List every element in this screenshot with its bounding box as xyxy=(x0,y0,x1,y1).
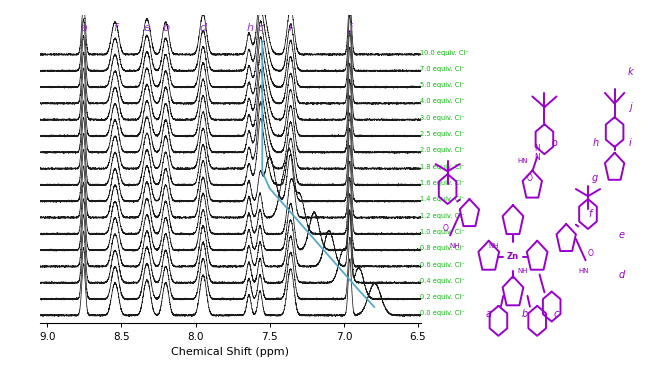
Text: 4.0 equiv. Cl⁻: 4.0 equiv. Cl⁻ xyxy=(420,98,464,105)
Text: 5.0 equiv. Cl⁻: 5.0 equiv. Cl⁻ xyxy=(420,82,464,88)
Text: e: e xyxy=(143,23,150,33)
Text: c: c xyxy=(257,23,263,33)
Text: j: j xyxy=(629,102,632,112)
Text: 1.2 equiv. Cl⁻: 1.2 equiv. Cl⁻ xyxy=(420,213,464,219)
Text: d: d xyxy=(200,23,206,33)
Text: 3.0 equiv. Cl⁻: 3.0 equiv. Cl⁻ xyxy=(420,115,464,121)
Text: a: a xyxy=(486,309,492,319)
Text: HN: HN xyxy=(517,158,528,164)
Text: NH: NH xyxy=(489,243,499,249)
Text: i: i xyxy=(629,138,632,148)
Text: 1.6 equiv. Cl⁻: 1.6 equiv. Cl⁻ xyxy=(420,180,464,186)
Text: 1.4 equiv. Cl⁻: 1.4 equiv. Cl⁻ xyxy=(420,196,464,202)
Text: b: b xyxy=(162,23,170,33)
Text: N: N xyxy=(534,144,540,152)
X-axis label: Chemical Shift (ppm): Chemical Shift (ppm) xyxy=(172,347,289,357)
Text: HN: HN xyxy=(578,268,588,274)
Text: 7.0 equiv. Cl⁻: 7.0 equiv. Cl⁻ xyxy=(420,66,464,72)
Text: o: o xyxy=(551,138,557,148)
Text: h: h xyxy=(246,23,253,33)
Text: NH: NH xyxy=(517,268,528,274)
Text: 1.8 equiv. Cl⁻: 1.8 equiv. Cl⁻ xyxy=(420,164,464,170)
Text: f: f xyxy=(113,23,117,33)
Text: k: k xyxy=(627,66,633,76)
Text: 10.0 equiv. Cl⁻: 10.0 equiv. Cl⁻ xyxy=(420,50,468,56)
Text: h: h xyxy=(592,138,598,148)
Text: i: i xyxy=(289,23,292,33)
Text: O: O xyxy=(587,249,593,258)
Text: 0.6 equiv. Cl⁻: 0.6 equiv. Cl⁻ xyxy=(420,262,464,267)
Text: j: j xyxy=(349,23,352,33)
Text: 0.2 equiv. Cl⁻: 0.2 equiv. Cl⁻ xyxy=(420,294,464,300)
Text: Zn: Zn xyxy=(507,252,519,261)
Text: NH: NH xyxy=(450,243,460,249)
Text: 0.8 equiv. Cl⁻: 0.8 equiv. Cl⁻ xyxy=(420,245,464,251)
Text: O: O xyxy=(442,224,448,233)
Text: d: d xyxy=(619,270,625,279)
Text: 0.0 equiv. Cl⁻: 0.0 equiv. Cl⁻ xyxy=(420,311,464,316)
Text: g: g xyxy=(592,173,599,183)
Text: N: N xyxy=(534,152,540,161)
Text: a: a xyxy=(80,23,87,33)
Text: 2.0 equiv. Cl⁻: 2.0 equiv. Cl⁻ xyxy=(420,147,464,153)
Text: O: O xyxy=(527,174,533,183)
Text: c: c xyxy=(554,309,559,319)
Text: f: f xyxy=(589,209,592,219)
Text: b: b xyxy=(522,309,528,319)
Text: 1.0 equiv. Cl⁻: 1.0 equiv. Cl⁻ xyxy=(420,229,464,235)
Text: 2.5 equiv. Cl⁻: 2.5 equiv. Cl⁻ xyxy=(420,131,464,137)
Text: 0.4 equiv. Cl⁻: 0.4 equiv. Cl⁻ xyxy=(420,278,464,284)
Text: e: e xyxy=(619,230,625,240)
